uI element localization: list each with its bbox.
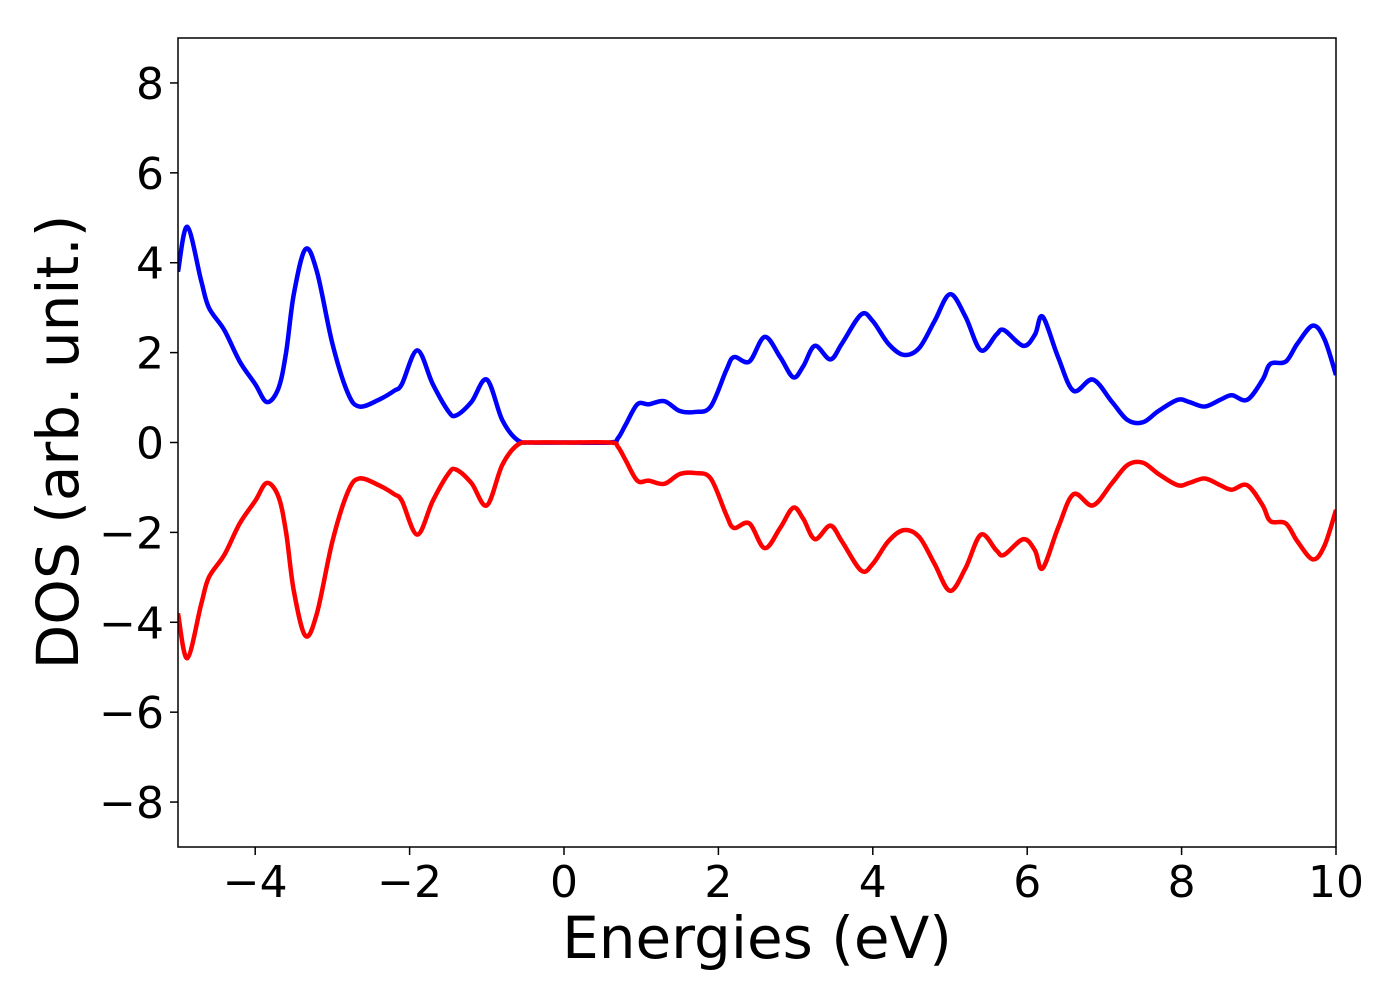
y-tick-label: 8 — [136, 59, 164, 110]
x-tick-label: −2 — [377, 857, 442, 908]
x-tick-label: 10 — [1308, 857, 1364, 908]
x-tick-label: 2 — [704, 857, 732, 908]
dos-line — [178, 224, 1336, 446]
y-tick-label: −2 — [99, 508, 164, 559]
x-tick-label: 6 — [1013, 857, 1041, 908]
y-tick-label: 6 — [136, 149, 164, 200]
y-tick-label: −6 — [99, 688, 164, 739]
y-tick-label: 4 — [136, 239, 164, 290]
x-axis-label: Energies (eV) — [562, 904, 952, 972]
y-tick-label: −4 — [99, 598, 164, 649]
x-tick-label: 8 — [1168, 857, 1196, 908]
plot-frame — [177, 37, 1337, 848]
dos-line — [178, 439, 1336, 661]
x-tick-label: −4 — [223, 857, 288, 908]
y-tick-label: −8 — [99, 778, 164, 829]
x-tick-label: 4 — [859, 857, 887, 908]
y-tick-label: 0 — [136, 419, 164, 470]
x-tick-label: 0 — [550, 857, 578, 908]
y-tick-label: 2 — [136, 329, 164, 380]
y-axis-label: DOS (arb. unit.) — [24, 215, 92, 670]
